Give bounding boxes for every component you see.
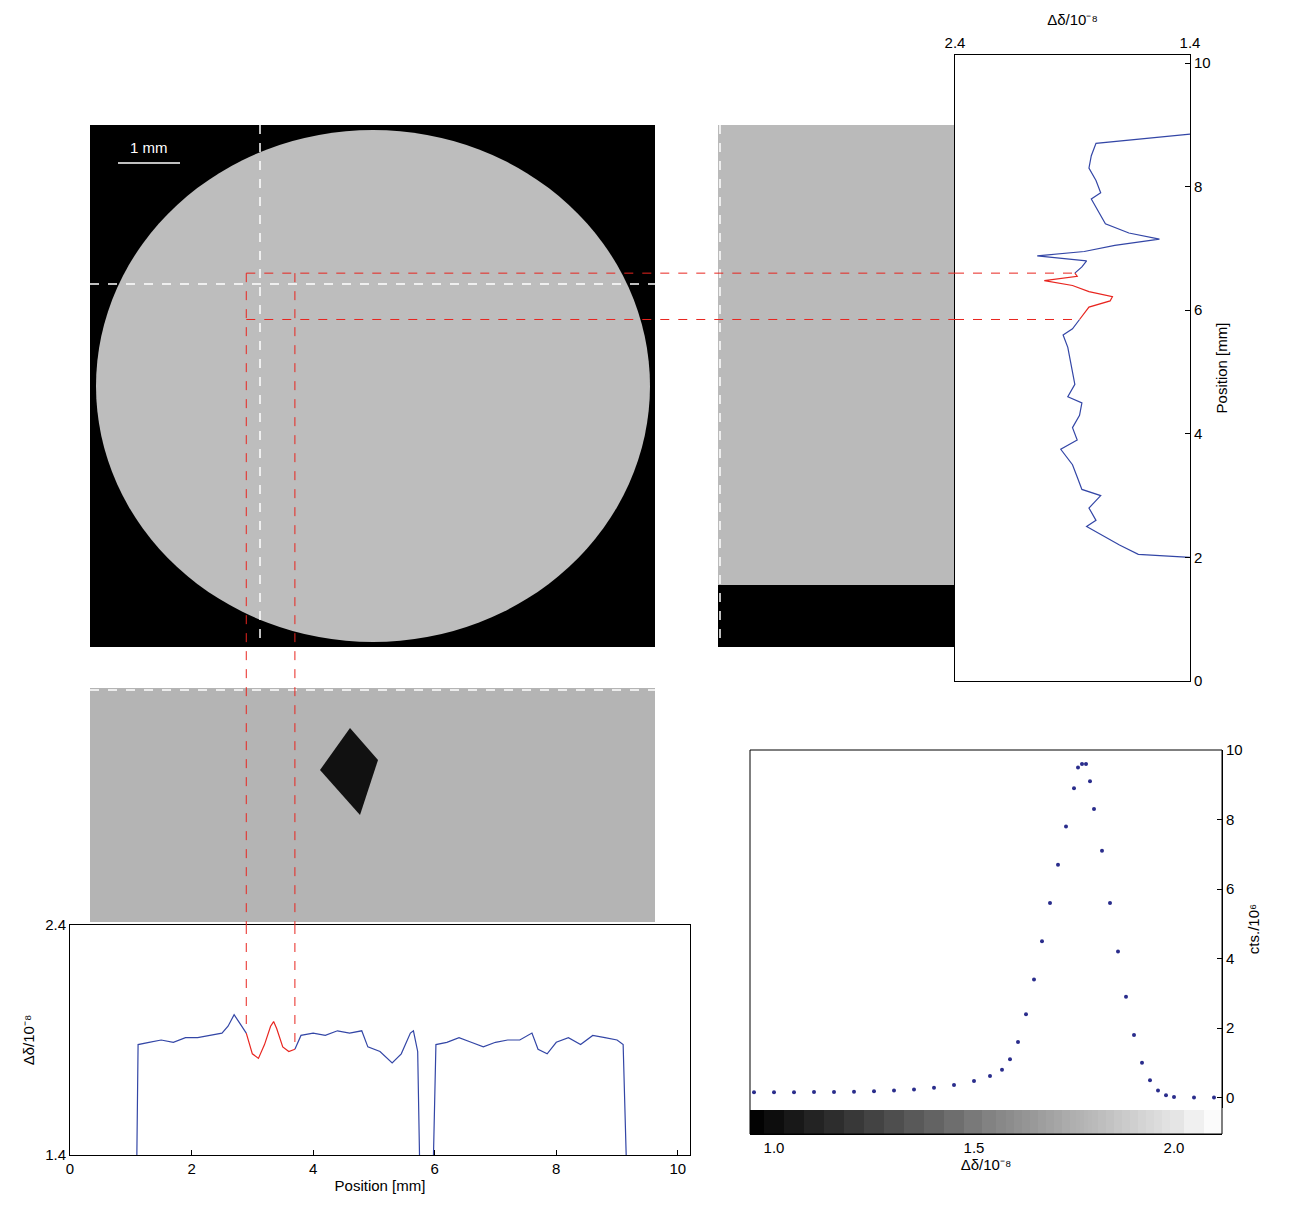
svg-text:8: 8 [552,1160,560,1177]
svg-text:6: 6 [1226,880,1234,897]
svg-text:6: 6 [1194,301,1202,318]
svg-text:2: 2 [1226,1019,1234,1036]
svg-text:1.0: 1.0 [764,1139,785,1156]
svg-text:10: 10 [669,1160,686,1177]
svg-text:1.4: 1.4 [1180,34,1201,51]
svg-text:Δδ/10⁻⁸: Δδ/10⁻⁸ [1047,11,1098,28]
svg-text:10: 10 [1194,54,1211,71]
svg-text:2: 2 [1194,549,1202,566]
svg-text:0: 0 [1194,672,1202,689]
svg-text:8: 8 [1226,811,1234,828]
svg-text:1.5: 1.5 [964,1139,985,1156]
svg-text:8: 8 [1194,178,1202,195]
svg-text:1.4: 1.4 [45,1146,66,1163]
svg-text:Position [mm]: Position [mm] [335,1177,426,1194]
svg-text:4: 4 [1194,425,1202,442]
svg-text:4: 4 [1226,950,1234,967]
svg-text:2.4: 2.4 [945,34,966,51]
svg-text:1 mm: 1 mm [130,139,168,156]
svg-text:0: 0 [66,1160,74,1177]
svg-text:10: 10 [1226,741,1243,758]
svg-text:6: 6 [431,1160,439,1177]
svg-text:Δδ/10⁻⁸: Δδ/10⁻⁸ [961,1156,1012,1173]
svg-text:2: 2 [187,1160,195,1177]
svg-text:0: 0 [1226,1089,1234,1106]
svg-text:4: 4 [309,1160,317,1177]
svg-text:cts./10⁶: cts./10⁶ [1245,904,1262,954]
svg-text:Position [mm]: Position [mm] [1213,323,1230,414]
svg-text:2.0: 2.0 [1164,1139,1185,1156]
svg-text:2.4: 2.4 [45,916,66,933]
svg-text:Δδ/10⁻⁸: Δδ/10⁻⁸ [20,1015,37,1066]
